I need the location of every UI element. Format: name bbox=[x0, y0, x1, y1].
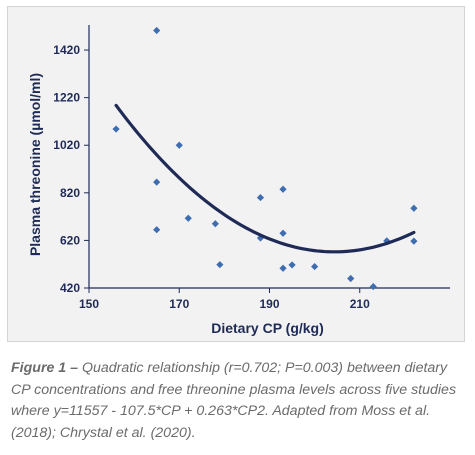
data-point bbox=[175, 141, 183, 149]
y-axis-title: Plasma threonine (µmol/ml) bbox=[27, 73, 43, 256]
data-point bbox=[279, 229, 287, 237]
scatter-plot: 420 620 820 1020 1220 1420 150 170 190 210 Dietary… bbox=[27, 25, 450, 336]
y-tick-label: 620 bbox=[60, 233, 80, 247]
x-tick-label: 210 bbox=[350, 297, 370, 311]
data-point bbox=[184, 214, 192, 222]
data-point bbox=[311, 262, 319, 271]
data-point bbox=[153, 26, 161, 35]
data-point bbox=[279, 264, 287, 272]
figure-caption: Figure 1 – Quadratic relationship (r=0.7… bbox=[11, 358, 461, 444]
x-tick-label: 150 bbox=[79, 297, 99, 311]
data-point bbox=[347, 274, 355, 283]
x-tick-label: 190 bbox=[259, 297, 279, 311]
y-tick-label: 820 bbox=[60, 186, 80, 200]
x-axis-title: Dietary CP (g/kg) bbox=[211, 320, 324, 336]
y-tick-label: 1220 bbox=[53, 91, 80, 105]
data-point bbox=[279, 185, 287, 193]
figure-caption-label: Figure 1 – bbox=[11, 360, 79, 376]
figure-caption-text: Quadratic relationship (r=0.702; P=0.003… bbox=[11, 360, 457, 441]
data-point bbox=[288, 261, 296, 269]
x-tick-label: 170 bbox=[169, 297, 189, 311]
data-point bbox=[211, 220, 219, 228]
data-point bbox=[410, 237, 418, 245]
data-point bbox=[153, 178, 161, 186]
y-tick-label: 420 bbox=[60, 281, 80, 295]
y-tick-label: 1020 bbox=[53, 138, 80, 152]
data-point bbox=[369, 282, 377, 291]
y-tick-label: 1420 bbox=[53, 43, 80, 57]
data-point bbox=[256, 193, 265, 202]
fit-curve bbox=[114, 103, 416, 254]
data-point bbox=[112, 125, 120, 133]
data-point bbox=[216, 261, 224, 269]
data-point bbox=[153, 226, 161, 234]
chart-panel: 420 620 820 1020 1220 1420 150 170 190 210 Dietary… bbox=[7, 6, 465, 342]
data-point bbox=[410, 204, 418, 212]
